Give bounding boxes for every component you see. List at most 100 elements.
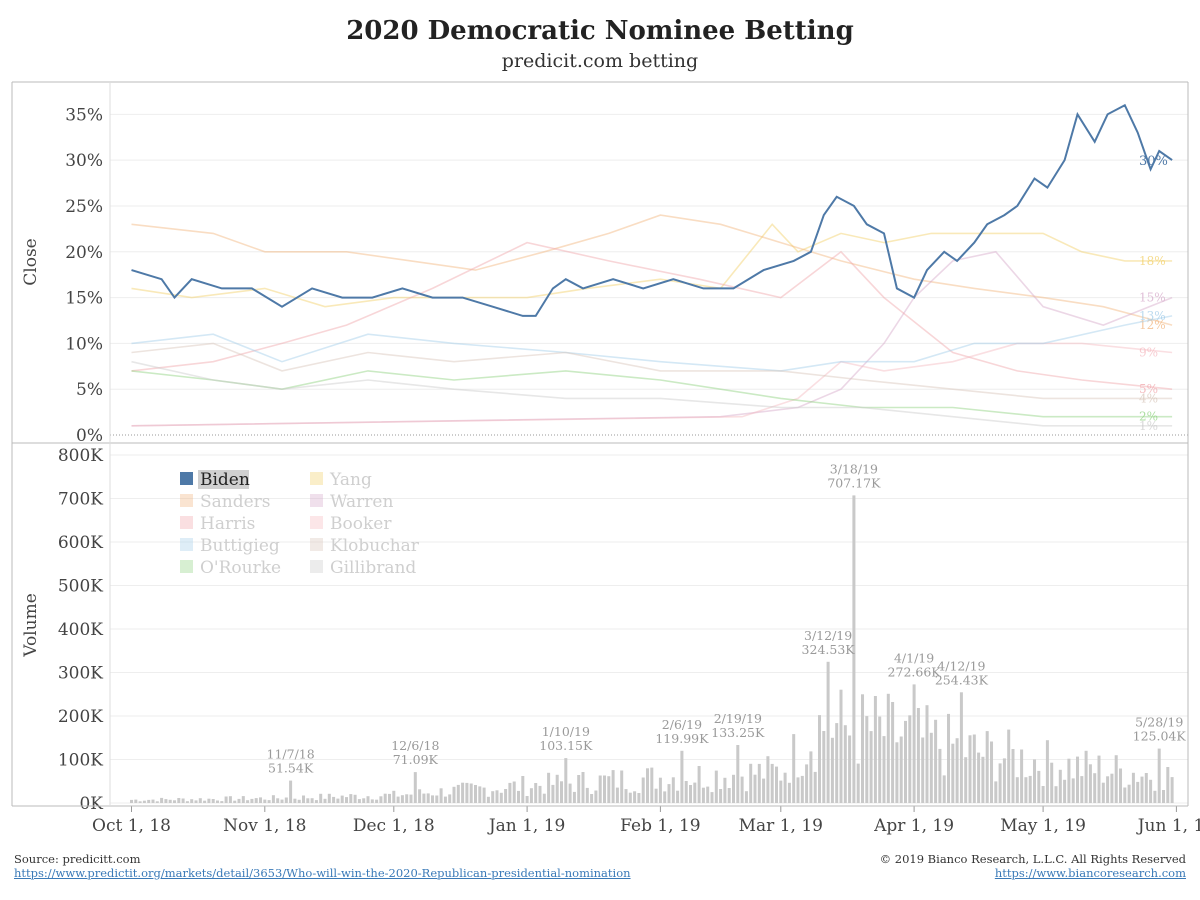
volume-bar xyxy=(216,800,220,803)
volume-bar xyxy=(1140,776,1144,803)
volume-bar xyxy=(998,763,1002,803)
volume-bar xyxy=(396,796,400,803)
volume-bar xyxy=(151,799,155,803)
legend-item-warren[interactable]: Warren xyxy=(310,492,393,512)
volume-bar xyxy=(542,793,546,803)
legend-item-orourke[interactable]: O'Rourke xyxy=(180,558,281,578)
volume-bar xyxy=(452,786,456,803)
volume-bar xyxy=(1015,777,1019,803)
volume-bar xyxy=(796,777,800,803)
series-end-label: 1% xyxy=(1139,419,1158,433)
close-y-tick-label: 0% xyxy=(76,426,103,446)
volume-bar xyxy=(985,731,989,803)
volume-bar xyxy=(482,787,486,803)
volume-bar xyxy=(461,782,465,803)
volume-bar xyxy=(981,756,985,803)
x-tick-label: Feb 1, 19 xyxy=(620,816,700,836)
volume-bar xyxy=(319,793,323,803)
volume-annotation-date: 5/28/19 xyxy=(1135,715,1183,730)
volume-bar xyxy=(736,745,740,803)
series-end-label: 12% xyxy=(1139,318,1166,332)
source-link[interactable]: https://www.predictit.org/markets/detail… xyxy=(14,866,631,880)
volume-bar xyxy=(1131,772,1135,803)
volume-annotation-date: 3/12/19 xyxy=(804,628,852,643)
volume-bar xyxy=(615,787,619,803)
volume-bar xyxy=(1088,764,1092,803)
chart-title: 2020 Democratic Nominee Betting xyxy=(346,16,854,46)
volume-bar xyxy=(383,793,387,803)
legend-item-biden[interactable]: Biden xyxy=(180,470,250,490)
volume-annotation-value: 71.09K xyxy=(393,752,439,767)
volume-bar xyxy=(865,716,869,803)
volume-bar xyxy=(654,788,658,803)
volume-bar xyxy=(1011,749,1015,803)
volume-bar xyxy=(568,783,572,803)
close-y-tick-label: 35% xyxy=(65,105,103,125)
site-link[interactable]: https://www.biancoresearch.com xyxy=(994,866,1186,880)
x-tick-label: Jan 1, 19 xyxy=(487,816,566,836)
volume-bar xyxy=(861,694,865,803)
legend-item-booker[interactable]: Booker xyxy=(310,514,392,534)
volume-annotation-value: 324.53K xyxy=(802,642,856,657)
volume-annotation-value: 254.43K xyxy=(935,672,989,687)
series-end-label: 9% xyxy=(1139,346,1158,360)
volume-bar xyxy=(198,798,202,803)
volume-bar xyxy=(1084,750,1088,803)
volume-annotation-date: 4/12/19 xyxy=(937,658,985,673)
volume-bar xyxy=(934,719,938,803)
volume-bar xyxy=(727,788,731,803)
volume-bar xyxy=(783,772,787,803)
volume-bar xyxy=(710,792,714,803)
legend-item-harris[interactable]: Harris xyxy=(180,514,255,534)
legend-label: Biden xyxy=(200,470,250,490)
series-end-label: 4% xyxy=(1139,391,1158,405)
volume-annotation-date: 12/6/18 xyxy=(391,738,439,753)
volume-bar xyxy=(1024,777,1028,803)
legend-item-yang[interactable]: Yang xyxy=(310,470,372,490)
volume-bar xyxy=(289,780,293,803)
volume-bar xyxy=(839,689,843,803)
legend-swatch xyxy=(180,560,193,573)
volume-bar xyxy=(818,715,822,803)
volume-bar xyxy=(1063,779,1067,803)
volume-bar xyxy=(581,772,585,803)
volume-bar xyxy=(1045,740,1049,803)
volume-annotation-value: 103.15K xyxy=(539,738,593,753)
volume-bar xyxy=(852,495,856,803)
volume-bar xyxy=(512,781,516,803)
legend[interactable]: Biden Yang Sanders Warren Harris Booker Buttig… xyxy=(180,470,420,578)
legend-label: Warren xyxy=(330,492,393,512)
volume-bar xyxy=(499,792,503,803)
volume-annotation-value: 119.99K xyxy=(655,731,709,746)
volume-bar xyxy=(994,781,998,803)
legend-item-buttigieg[interactable]: Buttigieg xyxy=(180,536,280,556)
volume-bar xyxy=(392,790,396,803)
volume-bar xyxy=(1136,781,1140,803)
legend-item-klobuchar[interactable]: Klobuchar xyxy=(310,536,420,556)
volume-y-tick-label: 500K xyxy=(58,577,103,597)
volume-annotation-date: 2/19/19 xyxy=(714,711,762,726)
series-end-label: 2% xyxy=(1139,410,1158,424)
legend-item-sanders[interactable]: Sanders xyxy=(180,492,271,512)
volume-bar xyxy=(886,693,890,803)
volume-bar xyxy=(336,798,340,803)
series-line-buttigieg xyxy=(131,250,1173,427)
volume-bar xyxy=(233,800,237,803)
volume-bar xyxy=(856,763,860,803)
legend-highlight xyxy=(198,470,249,489)
volume-bar xyxy=(560,781,564,803)
volume-bar xyxy=(555,774,559,803)
source-link-wrap: https://www.predictit.org/markets/detail… xyxy=(14,866,631,880)
volume-bar xyxy=(1127,784,1131,803)
close-y-tick-label: 30% xyxy=(65,151,103,171)
legend-label: Yang xyxy=(329,470,372,490)
series-line-biden xyxy=(131,103,1173,317)
volume-bar xyxy=(628,792,632,803)
volume-bar xyxy=(1080,776,1084,803)
volume-bar xyxy=(706,786,710,803)
close-y-axis-title: Close xyxy=(21,238,41,285)
volume-bar xyxy=(951,743,955,803)
volume-bar xyxy=(792,734,796,803)
legend-item-gillibrand[interactable]: Gillibrand xyxy=(310,558,416,578)
volume-bar xyxy=(409,794,413,803)
